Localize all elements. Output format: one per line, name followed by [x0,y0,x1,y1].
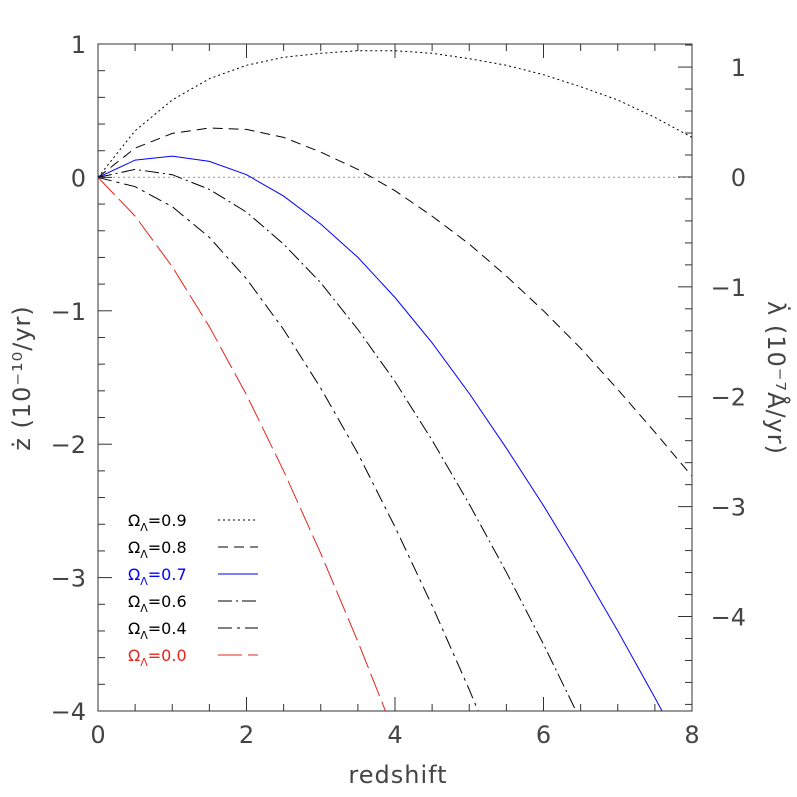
series-line-2 [98,155,663,711]
y2-tick-label: 0 [731,164,746,192]
axis-ticks [97,43,693,712]
y2-tick-label: −2 [711,384,746,412]
legend-label-5: ΩΛ=0.0 [128,646,187,669]
legend-label-2: ΩΛ=0.7 [128,565,187,588]
y2-tick-label: −3 [711,494,746,522]
x-tick-label: 4 [387,721,402,749]
x-axis-label: redshift [348,761,447,789]
y2-tick-label: −1 [711,274,746,302]
series-line-3 [98,168,577,711]
y-tick-label: −1 [51,298,86,326]
y2-tick-label: 1 [731,54,746,82]
legend-label-4: ΩΛ=0.4 [128,619,187,642]
legend: ΩΛ=0.9 ΩΛ=0.8 ΩΛ=0.7 ΩΛ=0.6 ΩΛ=0.4 ΩΛ=0.0 [128,511,258,669]
series-line-4 [98,176,479,711]
legend-label-0: ΩΛ=0.9 [128,511,187,534]
y2-tick-label: −4 [711,603,746,631]
y2-axis-label: λ̇ (10⁻⁷Å/yr) [762,301,791,455]
y-axis-label: ż (10⁻¹⁰/yr) [8,305,36,451]
series-line-1 [98,127,692,477]
y-tick-label: 0 [71,164,86,192]
x-tick-label: 0 [90,721,105,749]
x-tick-label: 8 [684,721,699,749]
y-tick-label: −2 [51,431,86,459]
x-tick-label: 6 [536,721,551,749]
y-tick-label: −4 [51,698,86,726]
plot-frame [97,43,693,712]
series-line-0 [98,50,692,178]
y-tick-label: −3 [51,565,86,593]
y-tick-label: 1 [71,31,86,59]
legend-label-3: ΩΛ=0.6 [128,592,187,615]
legend-label-1: ΩΛ=0.8 [128,538,187,561]
tick-labels: 0 2 4 6 8 −4 −3 −2 −1 0 1 −4 −3 −2 −1 0 1 [51,31,746,749]
x-tick-label: 2 [239,721,254,749]
plot-area [98,50,692,711]
series-line-5 [98,177,387,711]
